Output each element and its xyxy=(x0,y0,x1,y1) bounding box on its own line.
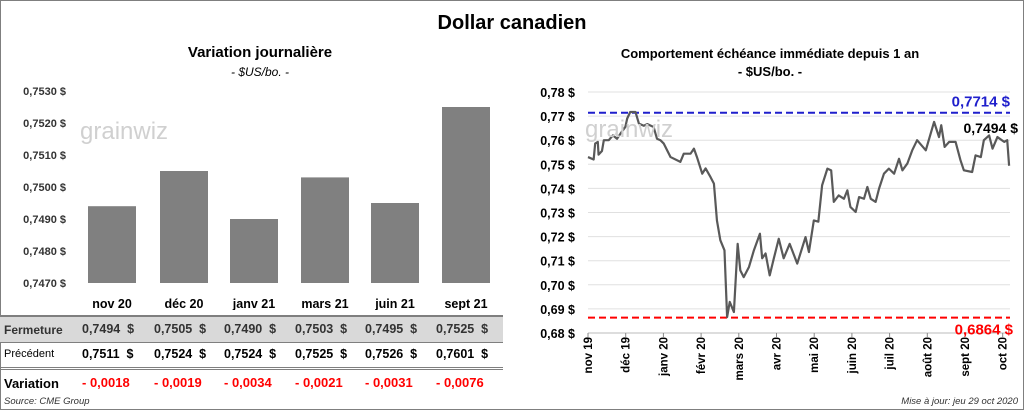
y-tick-label: 0,74 $ xyxy=(540,182,575,196)
left-chart-subtitle: - $US/bo. - xyxy=(230,65,290,79)
precedent-cell: 0,7601 $ xyxy=(436,347,489,361)
variation-cell: - 0,0019 xyxy=(154,375,202,390)
y-tick-label: 0,70 $ xyxy=(540,279,575,293)
x-tick-label: oct 20 xyxy=(998,337,1010,370)
y-tick-label: 0,68 $ xyxy=(540,327,575,341)
y-tick-label: 0,7480 $ xyxy=(23,246,66,258)
x-tick-label: déc 19 xyxy=(621,337,633,373)
y-tick-label: 0,76 $ xyxy=(540,134,575,148)
y-tick-label: 0,72 $ xyxy=(540,231,575,245)
precedent-cell: 0,7524 $ xyxy=(224,347,277,361)
last-value-label: 0,7494 $ xyxy=(964,120,1019,136)
bar xyxy=(442,107,490,283)
x-tick-label: sept 20 xyxy=(960,337,972,377)
x-tick-label: déc 20 xyxy=(165,297,204,310)
bar xyxy=(230,219,278,283)
fermeture-cell: 0,7505 $ xyxy=(154,322,207,336)
precedent-label: Précédent xyxy=(4,348,55,360)
x-tick-label: juin 20 xyxy=(847,337,859,374)
y-tick-label: 0,71 $ xyxy=(540,255,575,269)
variation-cell: - 0,0018 xyxy=(82,375,130,390)
watermark-left: grainwiz xyxy=(80,118,169,145)
x-tick-label: nov 19 xyxy=(583,337,595,373)
row-variation: Variation - 0,0018 - 0,0019 - 0,0034 - 0,00… xyxy=(0,370,503,395)
y-tick-label: 0,75 $ xyxy=(540,158,575,172)
left-chart-title: Variation journalière xyxy=(187,44,333,61)
fermeture-cell: 0,7494 $ xyxy=(82,322,135,336)
x-tick-label: sept 21 xyxy=(444,297,487,310)
variation-cell: - 0,0034 xyxy=(224,375,272,390)
x-tick-label: janv 21 xyxy=(232,297,275,310)
y-tick-label: 0,7530 $ xyxy=(23,86,66,98)
watermark-right: grainwiz xyxy=(585,116,674,143)
fermeture-cell: 0,7490 $ xyxy=(224,322,277,336)
updated: Mise à jour: jeu 29 oct 2020 xyxy=(901,396,1018,407)
bar-chart: 0,7470 $ 0,7480 $ 0,7490 $ 0,7500 $ 0,7510 $… xyxy=(23,86,490,310)
variation-cell: - 0,0076 xyxy=(436,375,484,390)
y-tick-label: 0,69 $ xyxy=(540,303,575,317)
x-tick-label: août 20 xyxy=(922,337,934,377)
bar xyxy=(88,206,136,283)
x-tick-label: juil 20 xyxy=(885,337,897,371)
right-chart-title: Comportement échéance immédiate depuis 1… xyxy=(620,46,920,61)
precedent-cell: 0,7511 $ xyxy=(82,347,134,361)
y-tick-label: 0,77 $ xyxy=(540,110,575,124)
y-tick-label: 0,78 $ xyxy=(540,86,575,100)
variation-label: Variation xyxy=(4,376,59,391)
row-fermeture: Fermeture 0,7494 $ 0,7505 $ 0,7490 $ 0,7503… xyxy=(0,315,503,343)
low-label: 0,6864 $ xyxy=(955,322,1014,339)
precedent-cell: 0,7526 $ xyxy=(365,347,418,361)
bar xyxy=(160,171,208,283)
x-tick-label: mars 20 xyxy=(734,337,746,380)
row-precedent: Précédent 0,7511 $ 0,7524 $ 0,7524 $ 0,7525… xyxy=(0,342,503,370)
fermeture-cell: 0,7503 $ xyxy=(295,322,348,336)
x-tick-label: mai 20 xyxy=(809,337,821,373)
bar xyxy=(371,203,419,283)
precedent-cell: 0,7524 $ xyxy=(154,347,207,361)
x-tick-label: mars 21 xyxy=(301,297,348,310)
y-tick-label: 0,7500 $ xyxy=(23,182,66,194)
right-chart-subtitle: - $US/bo. - xyxy=(737,64,803,79)
fermeture-cell: 0,7495 $ xyxy=(365,322,418,336)
fermeture-label: Fermeture xyxy=(4,323,63,337)
source: Source: CME Group xyxy=(4,396,90,407)
y-tick-label: 0,7510 $ xyxy=(23,150,66,162)
x-tick-label: nov 20 xyxy=(92,297,132,310)
y-tick-label: 0,73 $ xyxy=(540,207,575,221)
high-label: 0,7714 $ xyxy=(952,94,1011,111)
x-tick-label: avr 20 xyxy=(772,337,784,370)
x-tick-label: janv 20 xyxy=(658,337,670,377)
fermeture-cell: 0,7525 $ xyxy=(436,322,489,336)
y-tick-label: 0,7490 $ xyxy=(23,214,66,226)
x-tick-label: juin 21 xyxy=(374,297,415,310)
precedent-cell: 0,7525 $ xyxy=(295,347,348,361)
variation-cell: - 0,0021 xyxy=(295,375,343,390)
price-line xyxy=(587,110,1011,319)
y-tick-label: 0,7520 $ xyxy=(23,118,66,130)
bar xyxy=(301,177,349,283)
y-tick-label: 0,7470 $ xyxy=(23,278,66,290)
variation-cell: - 0,0031 xyxy=(365,375,413,390)
x-tick-label: févr 20 xyxy=(696,337,708,374)
page-title: Dollar canadien xyxy=(437,12,587,34)
